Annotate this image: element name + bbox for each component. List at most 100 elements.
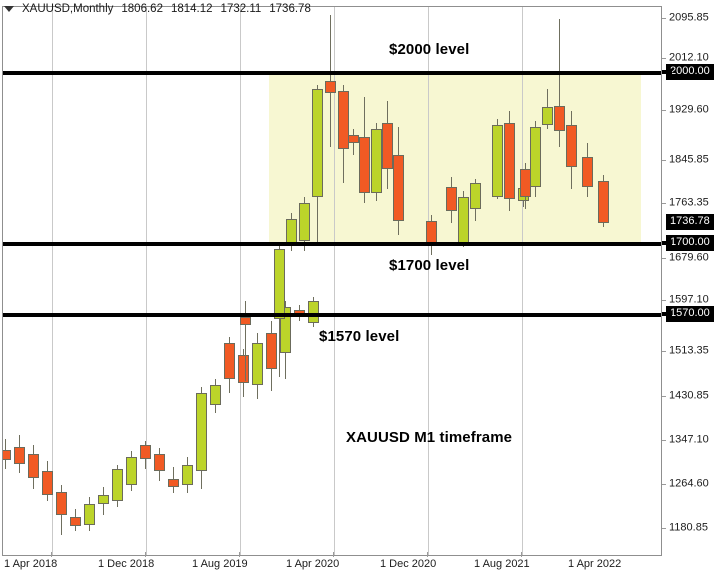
time-label: 1 Dec 2018 bbox=[98, 558, 155, 570]
level-1570-axis-stub bbox=[662, 312, 672, 316]
candle-body-down bbox=[3, 450, 11, 460]
time-label: 1 Aug 2019 bbox=[192, 558, 248, 570]
candle-body-down bbox=[504, 123, 515, 199]
candle-body-up bbox=[196, 393, 207, 471]
candle-body-down bbox=[28, 454, 39, 478]
price-label: 1264.60 bbox=[669, 477, 709, 490]
candle-body-up bbox=[492, 125, 503, 197]
price-tick bbox=[662, 528, 666, 529]
time-tick bbox=[145, 552, 146, 557]
candle-body-down bbox=[70, 517, 81, 526]
level-1700-line[interactable] bbox=[3, 242, 661, 246]
price-tick bbox=[662, 58, 666, 59]
price-label: 2012.10 bbox=[669, 51, 709, 64]
candle-body-up bbox=[470, 183, 481, 209]
time-tick bbox=[521, 552, 522, 557]
time-label: 1 Aug 2021 bbox=[474, 558, 530, 570]
candlestick-series bbox=[3, 7, 661, 555]
time-label: 1 Dec 2020 bbox=[380, 558, 437, 570]
price-tick bbox=[662, 440, 666, 441]
candle-body-up bbox=[126, 457, 137, 485]
price-label: 1513.35 bbox=[669, 344, 709, 357]
price-label-highlighted: 1570.00 bbox=[666, 306, 714, 322]
candle-body-up bbox=[458, 197, 469, 243]
quote-high: 1814.12 bbox=[170, 3, 213, 15]
price-label: 1845.85 bbox=[669, 153, 709, 166]
time-label: 1 Apr 2022 bbox=[568, 558, 622, 570]
candle-body-down bbox=[224, 343, 235, 379]
candle-body-up bbox=[252, 343, 263, 385]
quote-open: 1806.62 bbox=[121, 3, 163, 15]
level-1570-line[interactable] bbox=[3, 313, 661, 317]
price-tick bbox=[662, 203, 666, 204]
price-label: 1929.60 bbox=[669, 103, 709, 116]
annotation-label: $1700 level bbox=[389, 257, 470, 274]
candle-body-up bbox=[530, 127, 541, 187]
price-label: 1180.85 bbox=[669, 521, 708, 534]
price-tick bbox=[662, 484, 666, 485]
price-label-highlighted: 1736.78 bbox=[666, 214, 714, 230]
price-label-highlighted: 2000.00 bbox=[666, 64, 714, 80]
price-label: 1597.10 bbox=[669, 293, 709, 306]
candle-body-up bbox=[371, 129, 382, 193]
vertical-gridline-3 bbox=[334, 7, 335, 555]
candle-body-down bbox=[338, 91, 349, 149]
vertical-gridline-4 bbox=[428, 7, 429, 555]
level-1700-axis-stub bbox=[662, 241, 672, 245]
level-2000-line[interactable] bbox=[3, 71, 661, 75]
candle-body-down bbox=[566, 125, 577, 167]
candle-body-down bbox=[598, 181, 609, 223]
candle-body-up bbox=[84, 504, 95, 525]
candle-body-up bbox=[280, 307, 291, 353]
candle-body-up bbox=[112, 469, 123, 501]
time-label: 1 Apr 2020 bbox=[286, 558, 340, 570]
candle-body-down bbox=[446, 187, 457, 211]
price-label: 1679.60 bbox=[669, 251, 709, 264]
candle-body-down bbox=[582, 157, 593, 187]
time-tick bbox=[333, 552, 334, 557]
vertical-gridline-5 bbox=[522, 7, 523, 555]
time-scale-axis[interactable]: 1 Apr 2018 1 Dec 2018 1 Aug 2019 1 Apr 2020… bbox=[0, 552, 726, 580]
price-tick bbox=[662, 396, 666, 397]
price-scale-axis[interactable]: 2095.85 2012.10 2000.00 1929.60 1845.85 1763.… bbox=[662, 6, 726, 556]
candle-body-down bbox=[554, 106, 565, 131]
vertical-gridline-1 bbox=[146, 7, 147, 555]
time-label: 1 Apr 2018 bbox=[4, 558, 58, 570]
candle-body-up bbox=[299, 203, 310, 241]
candle-body-up bbox=[98, 495, 109, 504]
candle-wick bbox=[559, 19, 560, 147]
candle-body-down bbox=[56, 492, 67, 515]
candle-body-down bbox=[393, 155, 404, 221]
annotation-label: XAUUSD M1 timeframe bbox=[346, 429, 513, 446]
vertical-gridline-0 bbox=[52, 7, 53, 555]
price-tick bbox=[662, 110, 666, 111]
candle-body-down bbox=[240, 317, 251, 325]
quote-header: XAUUSD,Monthly 1806.62 1814.12 1732.11 1… bbox=[0, 0, 726, 18]
price-tick bbox=[662, 18, 666, 19]
candle-body-up bbox=[312, 89, 323, 197]
annotation-label: $2000 level bbox=[389, 41, 470, 58]
time-tick bbox=[51, 552, 52, 557]
candle-body-up bbox=[210, 385, 221, 405]
price-tick bbox=[662, 258, 666, 259]
level-2000-axis-stub bbox=[662, 70, 672, 74]
price-chart-plot[interactable]: $2000 level $1700 level $1570 level XAUUSD … bbox=[2, 6, 662, 556]
price-label: 1347.10 bbox=[669, 433, 709, 446]
candle-body-up bbox=[308, 301, 319, 323]
price-tick bbox=[662, 160, 666, 161]
candle-body-down bbox=[42, 471, 53, 495]
price-label-highlighted: 1700.00 bbox=[666, 235, 714, 251]
candle-body-up bbox=[542, 107, 553, 125]
candle-body-down bbox=[359, 137, 370, 193]
candle-body-down bbox=[382, 123, 393, 169]
candle-body-down bbox=[14, 447, 25, 464]
consolidation-zone-highlight bbox=[269, 75, 641, 244]
time-tick bbox=[427, 552, 428, 557]
triangle-down-icon[interactable] bbox=[4, 6, 14, 12]
candle-body-up bbox=[274, 249, 285, 319]
price-label: 2095.85 bbox=[669, 11, 709, 24]
candle-body-down bbox=[348, 135, 359, 143]
symbol-timeframe-label: XAUUSD,Monthly bbox=[22, 3, 114, 15]
quote-close: 1736.78 bbox=[269, 3, 311, 15]
candle-body-down bbox=[238, 355, 249, 383]
